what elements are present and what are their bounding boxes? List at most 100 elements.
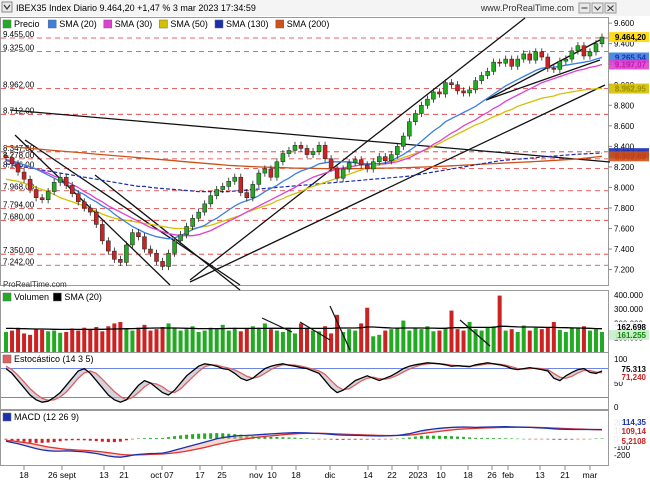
macd-histogram-bar — [425, 435, 429, 439]
macd-histogram-bar — [401, 438, 405, 439]
volume-bar — [485, 327, 490, 352]
candle — [437, 91, 442, 95]
watermark: www.ProRealTime.com — [480, 3, 574, 13]
candle — [69, 185, 75, 194]
volume-bar — [461, 330, 466, 352]
legend-item-swatch — [53, 292, 62, 302]
candle — [455, 84, 460, 92]
volume-bar — [292, 333, 297, 352]
legend-item-swatch — [2, 354, 12, 364]
y-tick-label: 9.600 — [614, 19, 635, 28]
macd-histogram-bar — [76, 438, 80, 441]
candle — [328, 158, 334, 169]
macd-panel-frame — [0, 410, 609, 466]
volume-badge-label: 161.255 — [617, 331, 646, 340]
candle — [45, 191, 51, 201]
close-icon[interactable] — [604, 2, 617, 14]
volume-bar — [184, 329, 189, 352]
macd-histogram-bar — [209, 433, 213, 439]
volume-bar — [383, 330, 388, 352]
volume-bar — [341, 332, 346, 352]
volume-bar — [94, 327, 99, 352]
macd-badge-label: 5,2108 — [622, 437, 647, 446]
candle — [112, 250, 117, 260]
volume-bar — [425, 326, 430, 352]
legend-item: SMA (200) — [275, 19, 329, 29]
x-tick-label: 10 — [436, 470, 446, 480]
minus-icon[interactable] — [578, 2, 591, 14]
volume-bar — [323, 326, 328, 352]
volume-bar — [100, 331, 105, 352]
x-tick-label: 21 — [119, 470, 129, 480]
candle — [63, 176, 69, 186]
macd-histogram-bar — [281, 437, 285, 439]
price-badge-label: 8.302,89 — [615, 152, 647, 161]
price-panel: 7.200 7.400 7.600 7.800 8.000 8.200 8.400 8.600… — [1, 17, 649, 291]
candle — [33, 189, 39, 198]
x-tick-label: 21 — [560, 470, 570, 480]
volume-bar — [551, 322, 556, 352]
volume-bar — [70, 328, 75, 352]
macd-histogram-bar — [155, 438, 159, 439]
trend-line — [9, 109, 611, 163]
support-label: 7.242,00 — [3, 257, 35, 266]
volume-bar — [244, 328, 249, 352]
chevron-down-icon[interactable] — [591, 2, 604, 14]
macd-histogram-bar — [329, 438, 333, 440]
legend-item-label: SMA (20) — [59, 19, 97, 29]
candle — [515, 58, 520, 67]
volume-bar — [600, 332, 604, 352]
candle — [88, 207, 93, 213]
candle — [563, 58, 569, 62]
macd-histogram-bar — [287, 437, 291, 439]
macd-badge-bg — [609, 417, 649, 427]
volume-bar — [148, 330, 153, 352]
candle — [51, 182, 57, 192]
volume-bar — [76, 330, 81, 352]
volume-trend-line — [459, 319, 491, 347]
volume-bar — [509, 329, 514, 352]
volume-bar — [274, 330, 279, 352]
candle — [244, 192, 250, 198]
candle — [425, 98, 430, 106]
macd-histogram-bar — [437, 435, 441, 439]
macd-histogram-bar — [431, 435, 435, 439]
volume-bar — [112, 323, 117, 352]
macd-histogram-bar — [293, 437, 297, 439]
macd-histogram-bar — [148, 437, 152, 439]
volume-bar — [467, 322, 472, 352]
macd-histogram-bar — [449, 436, 453, 439]
legend-item: MACD (12 26 9) — [2, 412, 79, 422]
volume-bar — [64, 332, 69, 352]
candle — [57, 176, 63, 183]
candle — [575, 45, 581, 52]
collapse-icon[interactable] — [1, 1, 13, 13]
x-tick-label: 13 — [535, 470, 545, 480]
macd-histogram-bar — [70, 438, 74, 441]
x-tick-label: oct 07 — [150, 470, 173, 480]
volume-bar — [262, 323, 267, 352]
y-tick-label: 8.800 — [614, 101, 635, 110]
volume-bar — [106, 326, 111, 352]
volume-bar — [455, 329, 460, 352]
price-badge-label: 8.962,95 — [615, 85, 647, 94]
candle — [377, 156, 382, 163]
candle — [82, 201, 87, 209]
macd-histogram-bar — [130, 438, 134, 440]
support-label: 8.278,00 — [3, 151, 35, 160]
macd-histogram-bar — [600, 438, 604, 439]
volume-bar — [268, 329, 273, 352]
legend-item-label: SMA (50) — [170, 19, 208, 29]
legend-item-label: Precio — [14, 19, 40, 29]
volume-bar — [172, 328, 177, 352]
volume-bar — [46, 331, 51, 352]
x-tick-label: nov — [249, 470, 263, 480]
volume-bar — [232, 327, 237, 352]
legend-item: Precio — [2, 19, 40, 29]
volume-bar — [569, 327, 574, 352]
stoch-d-line — [5, 362, 603, 401]
y-tick-label: 8.200 — [614, 163, 635, 172]
price-panel-frame — [0, 17, 609, 286]
candle — [160, 261, 165, 267]
macd-histogram-bar — [576, 438, 580, 440]
